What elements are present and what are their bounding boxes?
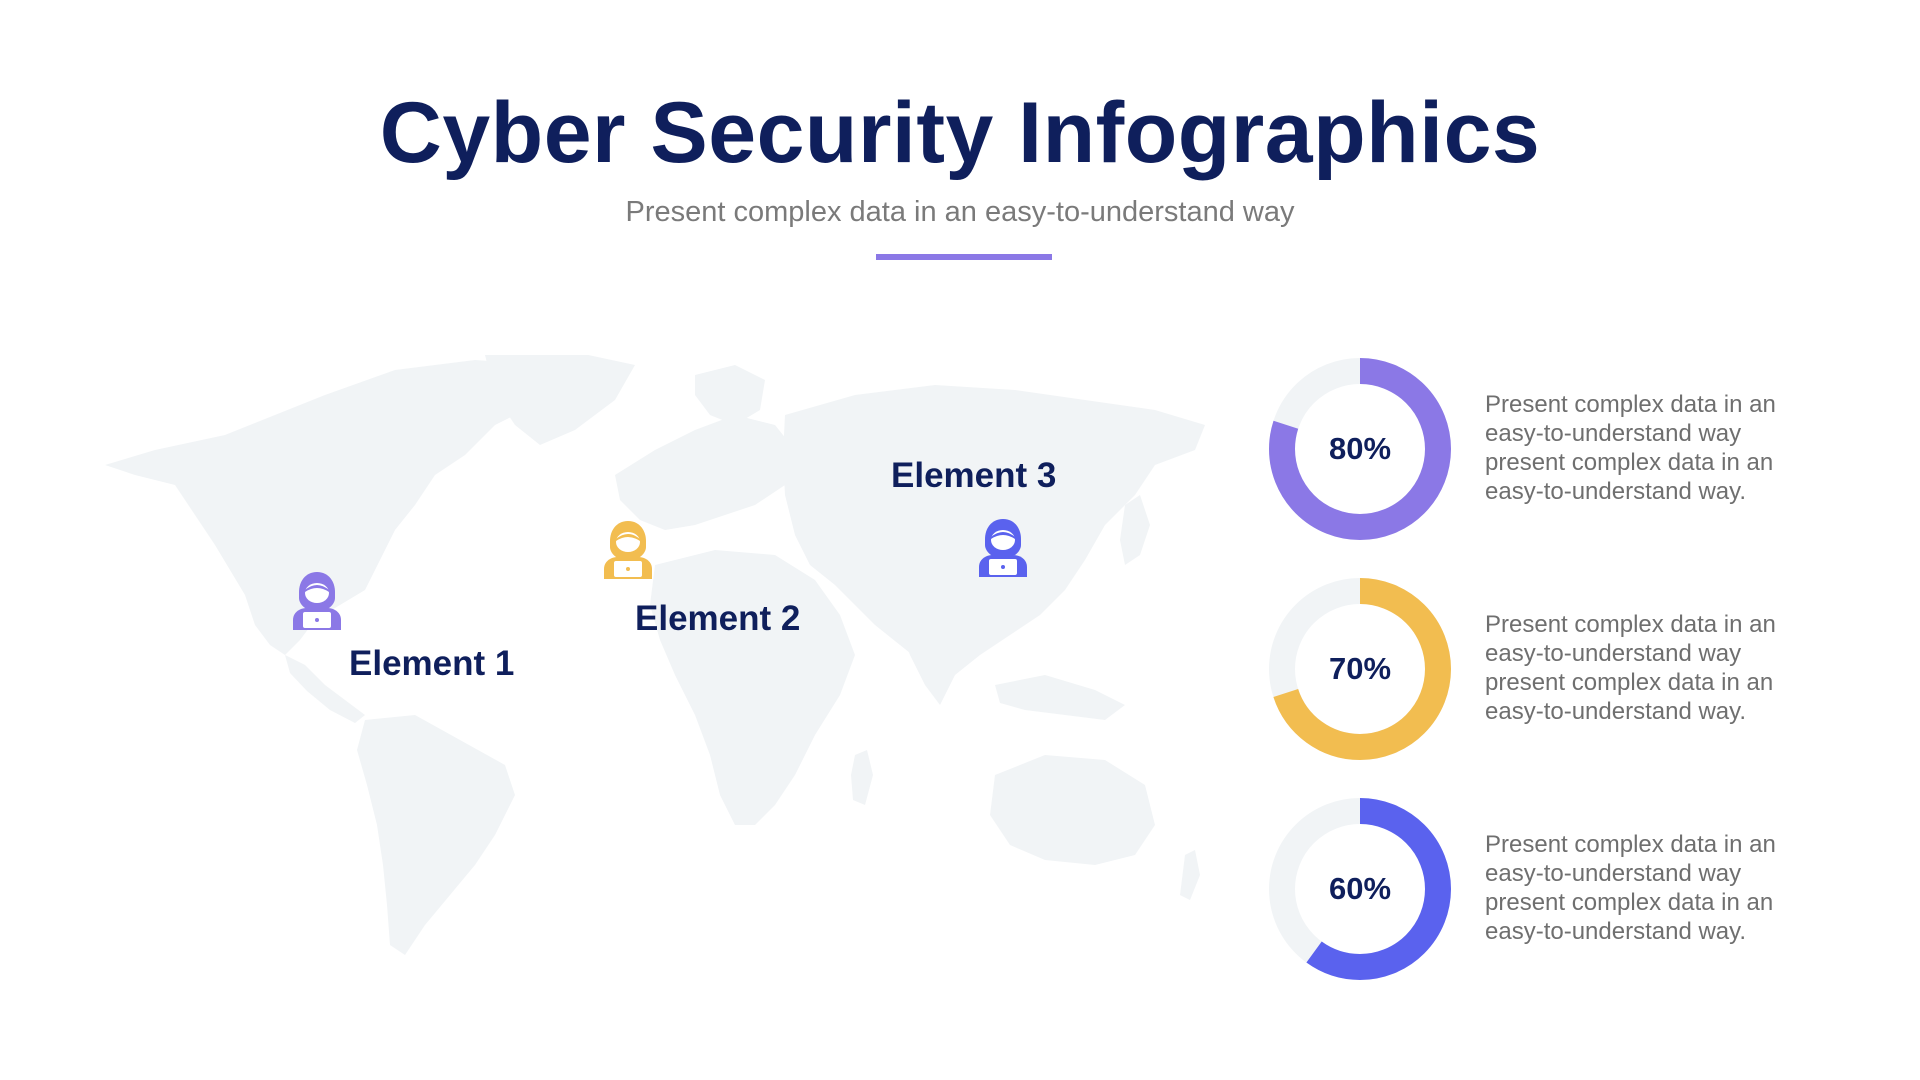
element-3-label: Element 3 xyxy=(891,456,1057,495)
map-central-america xyxy=(285,655,365,723)
map-madagascar xyxy=(851,750,873,805)
donut-progress xyxy=(1269,578,1451,760)
stat-description: Present complex data in an easy-to-under… xyxy=(1485,611,1776,725)
donut-chart xyxy=(1269,798,1451,980)
map-australia xyxy=(990,755,1155,865)
world-map xyxy=(105,355,1205,955)
map-north-america xyxy=(105,360,575,655)
map-japan xyxy=(1120,495,1150,565)
donut-chart xyxy=(1269,358,1451,540)
map-se-asia xyxy=(995,675,1125,720)
donut-progress xyxy=(1269,358,1451,540)
map-india xyxy=(895,610,965,705)
donut-progress xyxy=(1269,798,1451,980)
page-subtitle: Present complex data in an easy-to-under… xyxy=(625,196,1295,228)
stat-description: Present complex data in an easy-to-under… xyxy=(1485,391,1776,505)
map-new-zealand xyxy=(1180,850,1200,900)
map-scandinavia xyxy=(695,365,765,425)
map-europe xyxy=(615,415,795,530)
donut-value-label: 80% xyxy=(1328,431,1392,466)
stat-description: Present complex data in an easy-to-under… xyxy=(1485,831,1776,945)
donut-value-label: 60% xyxy=(1328,871,1392,906)
element-2-label: Element 2 xyxy=(635,599,801,638)
title-divider xyxy=(876,254,1052,260)
hacker-icon xyxy=(979,519,1027,577)
page-title: Cyber Security Infographics xyxy=(379,85,1541,181)
map-africa xyxy=(650,550,855,825)
map-south-america xyxy=(357,715,515,955)
map-greenland xyxy=(485,355,635,445)
hacker-icon xyxy=(604,521,652,579)
donut-value-label: 70% xyxy=(1328,651,1392,686)
element-1-label: Element 1 xyxy=(349,644,515,683)
hacker-icon xyxy=(293,572,341,630)
donut-chart xyxy=(1269,578,1451,760)
